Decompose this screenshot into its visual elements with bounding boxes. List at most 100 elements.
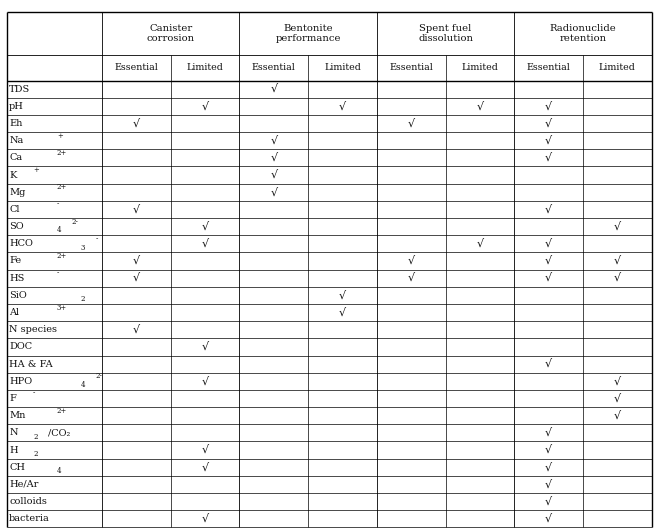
Text: 2-: 2- [71, 218, 79, 226]
Text: N: N [9, 428, 18, 437]
Text: √: √ [339, 101, 346, 111]
Text: √: √ [133, 205, 140, 215]
Text: HA & FA: HA & FA [9, 359, 53, 368]
Text: Essential: Essential [115, 64, 159, 72]
Text: N species: N species [9, 325, 57, 334]
Text: Bentonite
performance: Bentonite performance [275, 24, 341, 43]
Text: √: √ [545, 101, 552, 111]
Text: 4: 4 [81, 381, 85, 389]
Text: √: √ [202, 101, 209, 111]
Text: SiO: SiO [9, 291, 27, 300]
Text: Cl: Cl [9, 205, 20, 214]
Text: Mn: Mn [9, 411, 26, 420]
Text: CH: CH [9, 463, 25, 472]
Text: √: √ [545, 256, 552, 266]
Text: 2+: 2+ [57, 407, 67, 415]
Text: √: √ [545, 239, 552, 249]
Text: 2+: 2+ [57, 149, 67, 157]
Text: /CO₂: /CO₂ [48, 428, 70, 437]
Text: 2: 2 [33, 432, 37, 440]
Text: √: √ [271, 153, 277, 163]
Text: Limited: Limited [324, 64, 361, 72]
Text: √: √ [202, 376, 209, 386]
Text: Canister
corrosion: Canister corrosion [147, 24, 195, 43]
Text: √: √ [202, 462, 209, 472]
Text: √: √ [202, 342, 209, 352]
Text: √: √ [202, 239, 209, 249]
Text: Eh: Eh [9, 119, 22, 128]
Text: pH: pH [9, 102, 24, 111]
Text: Essential: Essential [252, 64, 296, 72]
Text: 2: 2 [33, 450, 37, 458]
Text: √: √ [545, 273, 552, 283]
Text: √: √ [545, 359, 552, 369]
Text: √: √ [133, 119, 140, 128]
Text: bacteria: bacteria [9, 514, 50, 523]
Text: √: √ [339, 307, 346, 317]
Text: √: √ [545, 136, 552, 146]
Text: 2-: 2- [96, 373, 102, 381]
Text: √: √ [133, 273, 140, 283]
Text: √: √ [407, 256, 415, 266]
Text: √: √ [133, 325, 140, 335]
Text: SO: SO [9, 222, 24, 231]
Text: √: √ [545, 480, 552, 489]
Text: √: √ [133, 256, 140, 266]
Text: Radionuclide
retention: Radionuclide retention [550, 24, 616, 43]
Text: √: √ [545, 497, 552, 507]
Text: 4: 4 [57, 467, 62, 475]
Text: Limited: Limited [599, 64, 636, 72]
Text: √: √ [271, 170, 277, 180]
Text: √: √ [545, 514, 552, 524]
Text: √: √ [202, 222, 209, 232]
Text: Al: Al [9, 308, 19, 317]
Text: Essential: Essential [389, 64, 433, 72]
Text: √: √ [614, 411, 621, 421]
Text: √: √ [202, 514, 209, 524]
Text: 2+: 2+ [57, 252, 67, 260]
Text: F: F [9, 394, 16, 403]
Text: Mg: Mg [9, 188, 26, 197]
Text: -: - [57, 201, 59, 209]
Text: -: - [33, 390, 35, 398]
Text: Fe: Fe [9, 257, 22, 266]
Text: Limited: Limited [462, 64, 498, 72]
Text: √: √ [271, 84, 277, 94]
Text: √: √ [545, 205, 552, 215]
Text: Na: Na [9, 136, 24, 145]
Text: HCO: HCO [9, 240, 33, 249]
Text: 2: 2 [81, 295, 85, 303]
Text: √: √ [476, 101, 483, 111]
Text: 4: 4 [57, 226, 62, 234]
Text: √: √ [545, 119, 552, 128]
Text: HPO: HPO [9, 377, 32, 386]
Text: +: + [33, 166, 39, 174]
Text: √: √ [614, 222, 621, 232]
Text: √: √ [339, 290, 346, 301]
Text: √: √ [614, 256, 621, 266]
Text: He/Ar: He/Ar [9, 480, 39, 489]
Text: Spent fuel
dissolution: Spent fuel dissolution [418, 24, 473, 43]
Text: H: H [9, 446, 18, 455]
Text: +: + [57, 132, 63, 140]
Text: √: √ [407, 119, 415, 128]
Text: K: K [9, 171, 16, 180]
Text: √: √ [271, 136, 277, 146]
Text: -: - [96, 235, 98, 243]
Text: √: √ [202, 445, 209, 455]
Text: 3+: 3+ [57, 304, 67, 312]
Text: Ca: Ca [9, 153, 22, 162]
Text: √: √ [476, 239, 483, 249]
Text: Essential: Essential [527, 64, 571, 72]
Text: HS: HS [9, 273, 24, 282]
Text: √: √ [545, 462, 552, 472]
Text: TDS: TDS [9, 85, 30, 94]
Text: √: √ [545, 428, 552, 438]
Text: Limited: Limited [187, 64, 223, 72]
Text: √: √ [407, 273, 415, 283]
Text: 2+: 2+ [57, 183, 67, 191]
Text: colloids: colloids [9, 497, 47, 506]
Text: -: - [57, 269, 59, 277]
Text: √: √ [614, 393, 621, 403]
Text: 3: 3 [81, 244, 85, 252]
